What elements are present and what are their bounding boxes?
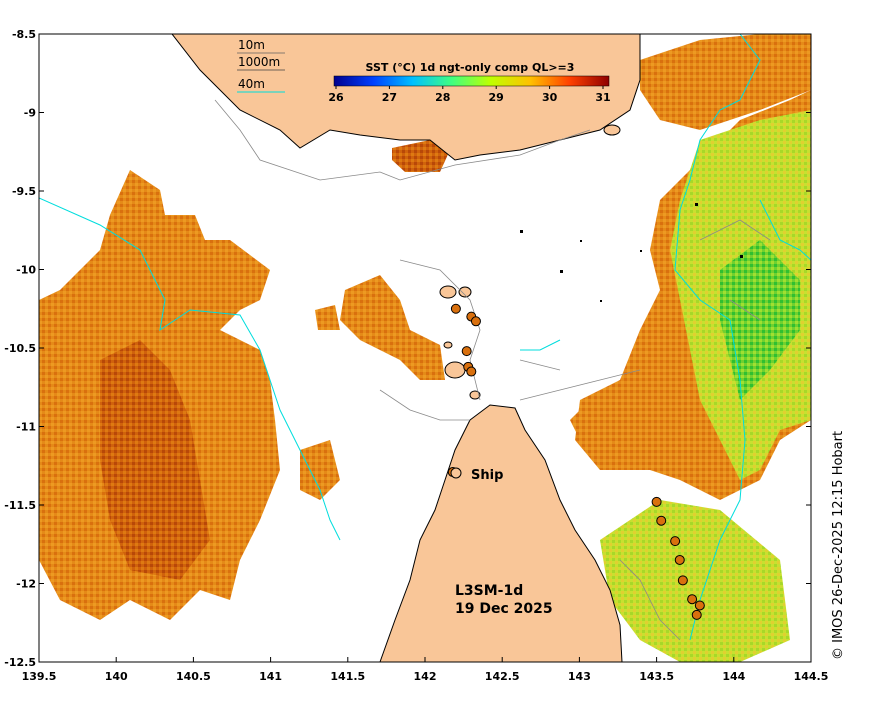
ship-track-point: [691, 609, 702, 620]
ship-track-point: [670, 536, 681, 547]
map-labels: Ship L3SM-1d 19 Dec 2025: [450, 467, 553, 617]
colorbar-tick-label: 28: [435, 91, 450, 104]
sst-mid-left: [300, 440, 340, 500]
x-tick-label: 141.5: [330, 670, 365, 683]
y-tick-label: -9: [24, 107, 36, 120]
ship-track-point: [461, 346, 472, 357]
colorbar-tick-label: 30: [542, 91, 558, 104]
y-tick-label: -8.5: [12, 28, 36, 41]
sst-gulf-east: [575, 380, 650, 470]
x-tick-label: 144: [722, 670, 745, 683]
colorbar-ticks: 26 27 28 29 30 31: [328, 86, 611, 104]
colorbar-tick-label: 26: [328, 91, 344, 104]
product-label: L3SM-1d: [455, 583, 523, 599]
land-new-guinea: [171, 34, 641, 161]
colorbar-tick-label: 27: [382, 91, 397, 104]
colorbar-title: SST (°C) 1d ngt-only comp QL>=3: [366, 61, 575, 74]
ship-track-point: [694, 600, 705, 611]
x-tick-label: 141: [259, 670, 282, 683]
colorbar-tick-label: 29: [489, 91, 504, 104]
depth-legend-40m: 40m: [238, 77, 265, 91]
sst-southeast: [600, 500, 790, 662]
y-tick-label: -11.5: [4, 499, 36, 512]
ship-marker-icon: [450, 467, 462, 479]
x-tick-label: 139.5: [22, 670, 57, 683]
ship-track-point: [470, 316, 481, 327]
x-axis: 139.5 140 140.5 141 141.5 142 142.5 143 143.5 144…: [22, 657, 829, 683]
plot-content: [39, 34, 811, 662]
ship-label: Ship: [471, 468, 503, 483]
y-tick-label: -11: [16, 421, 36, 434]
credit-label: © IMOS 26-Dec-2025 12:15 Hobart: [831, 431, 846, 660]
depth-legend: 10m 1000m 40m: [237, 38, 285, 93]
x-tick-label: 144.5: [794, 670, 829, 683]
ship-track-point: [674, 554, 685, 565]
y-axis: -8.5 -9 -9.5 -10 -10.5 -11 -11.5 -12 -12.5: [4, 28, 811, 669]
sst-central-blob-2: [315, 305, 340, 330]
x-tick-label: 142: [414, 670, 437, 683]
ship-track-point: [651, 496, 662, 507]
x-tick-label: 142.5: [485, 670, 520, 683]
sst-colorbar: SST (°C) 1d ngt-only comp QL>=3 26 27 28 29…: [328, 61, 610, 104]
colorbar-tick-label: 31: [595, 91, 610, 104]
colorbar-gradient: [333, 75, 610, 87]
y-tick-label: -9.5: [12, 185, 36, 198]
ship-track-point: [687, 594, 698, 605]
sst-northeast: [640, 34, 811, 130]
sst-central-blob: [340, 275, 445, 380]
x-tick-label: 143.5: [639, 670, 674, 683]
reef-markers: [520, 203, 743, 302]
ship-track-point: [450, 303, 461, 314]
ship-track-point: [466, 366, 477, 377]
x-tick-label: 140: [105, 670, 128, 683]
torres-strait-islands: [439, 124, 621, 400]
depth-legend-10m: 10m: [238, 38, 265, 52]
y-tick-label: -10.5: [4, 342, 36, 355]
x-tick-label: 140.5: [176, 670, 211, 683]
x-tick-label: 143: [568, 670, 591, 683]
y-tick-label: -12.5: [4, 656, 36, 669]
sst-north-hot: [392, 140, 450, 172]
ship-track-point: [656, 515, 667, 526]
ship-track-point: [677, 575, 688, 586]
isobath-40m: [39, 34, 811, 641]
sst-west-hot: [100, 340, 210, 580]
depth-legend-1000m: 1000m: [238, 55, 280, 69]
land-cape-york: [379, 404, 623, 662]
date-label: 19 Dec 2025: [455, 601, 553, 617]
y-tick-label: -10: [16, 264, 36, 277]
y-tick-label: -12: [16, 578, 36, 591]
